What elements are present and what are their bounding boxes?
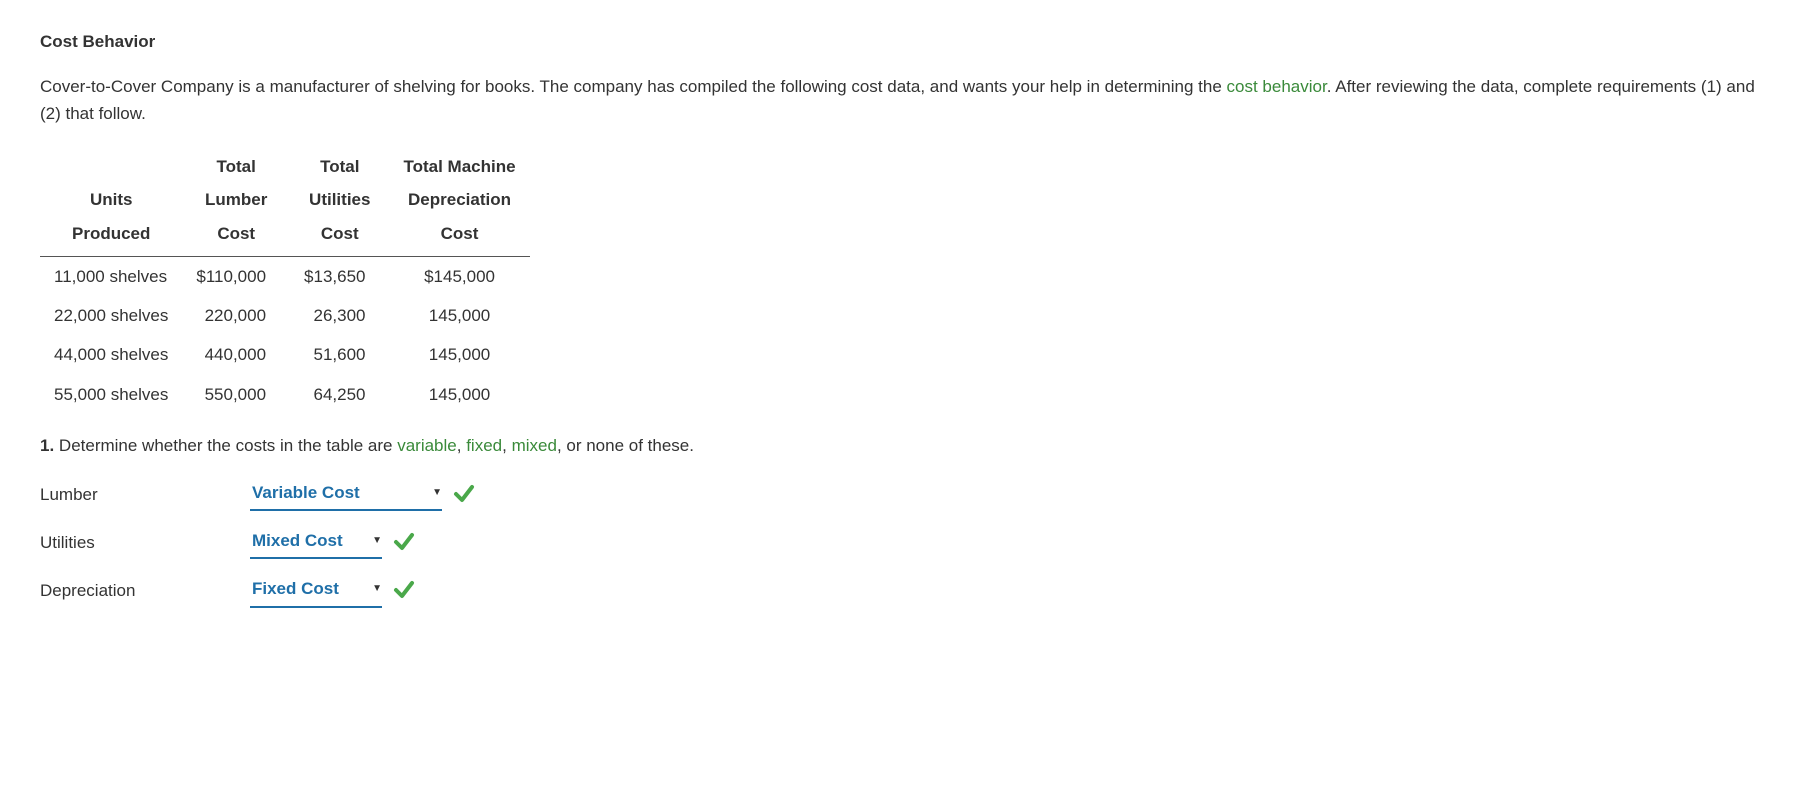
cell-depreciation: 145,000 [389,335,529,374]
cell-depreciation: $145,000 [389,257,529,297]
page-title: Cost Behavior [40,28,1762,55]
select-value: Variable Cost [252,479,360,506]
answers-block: LumberVariable Cost ▼ UtilitiesMixed Cost ▼… [40,477,1762,608]
cell-utilities: 64,250 [290,375,389,414]
cell-units: 22,000 shelves [40,296,182,335]
cell-depreciation: 145,000 [389,375,529,414]
answer-label: Lumber [40,481,250,508]
col-header-units-2: Produced [40,217,182,257]
table-row: 11,000 shelves$110,000$13,650$145,000 [40,257,530,297]
term-fixed[interactable]: fixed [466,436,502,455]
answer-label: Utilities [40,529,250,556]
col-header-util-2: Cost [290,217,389,257]
cell-utilities: 51,600 [290,335,389,374]
cost-type-select[interactable]: Variable Cost ▼ [250,477,442,511]
table-row: 55,000 shelves550,00064,250145,000 [40,375,530,414]
question-1: 1. Determine whether the costs in the ta… [40,432,1762,459]
answer-row: DepreciationFixed Cost ▼ [40,573,1762,607]
table-row: 22,000 shelves220,00026,300145,000 [40,296,530,335]
check-icon [452,482,476,506]
col-header-dep-2: Cost [389,217,529,257]
cell-lumber: $110,000 [182,257,290,297]
cell-units: 11,000 shelves [40,257,182,297]
chevron-down-icon: ▼ [372,533,382,549]
cell-units: 55,000 shelves [40,375,182,414]
answer-row: LumberVariable Cost ▼ [40,477,1762,511]
answer-label: Depreciation [40,577,250,604]
col-header-lumber-2: Cost [182,217,290,257]
col-header-lumber-1: Lumber [182,183,290,217]
check-icon [392,578,416,602]
cost-type-select[interactable]: Fixed Cost ▼ [250,573,382,607]
col-header-dep-1: Depreciation [389,183,529,217]
q1-c1: , [457,436,466,455]
col-header-dep-0: Total Machine [389,150,529,184]
col-header-util-1: Utilities [290,183,389,217]
intro-text-1: Cover-to-Cover Company is a manufacturer… [40,77,1227,96]
q1-post: , or none of these. [557,436,694,455]
check-icon [392,530,416,554]
cost-data-tbody: 11,000 shelves$110,000$13,650$145,00022,… [40,257,530,414]
col-header-units-1: Units [40,183,182,217]
cell-lumber: 440,000 [182,335,290,374]
question-number: 1. [40,436,54,455]
cost-type-select[interactable]: Mixed Cost ▼ [250,525,382,559]
cell-utilities: 26,300 [290,296,389,335]
table-row: 44,000 shelves440,00051,600145,000 [40,335,530,374]
cell-lumber: 550,000 [182,375,290,414]
chevron-down-icon: ▼ [432,485,442,501]
select-value: Mixed Cost [252,527,343,554]
col-header-util-0: Total [290,150,389,184]
cell-utilities: $13,650 [290,257,389,297]
cell-lumber: 220,000 [182,296,290,335]
term-mixed[interactable]: mixed [512,436,557,455]
answer-row: UtilitiesMixed Cost ▼ [40,525,1762,559]
q1-c2: , [502,436,511,455]
col-header-blank [40,150,182,184]
intro-paragraph: Cover-to-Cover Company is a manufacturer… [40,73,1760,127]
cell-depreciation: 145,000 [389,296,529,335]
select-value: Fixed Cost [252,575,339,602]
q1-pre: Determine whether the costs in the table… [54,436,397,455]
cost-data-table: Total Total Total Machine Units Lumber U… [40,150,530,414]
cell-units: 44,000 shelves [40,335,182,374]
chevron-down-icon: ▼ [372,581,382,597]
term-variable[interactable]: variable [397,436,457,455]
col-header-lumber-0: Total [182,150,290,184]
term-cost-behavior[interactable]: cost behavior [1227,77,1327,96]
